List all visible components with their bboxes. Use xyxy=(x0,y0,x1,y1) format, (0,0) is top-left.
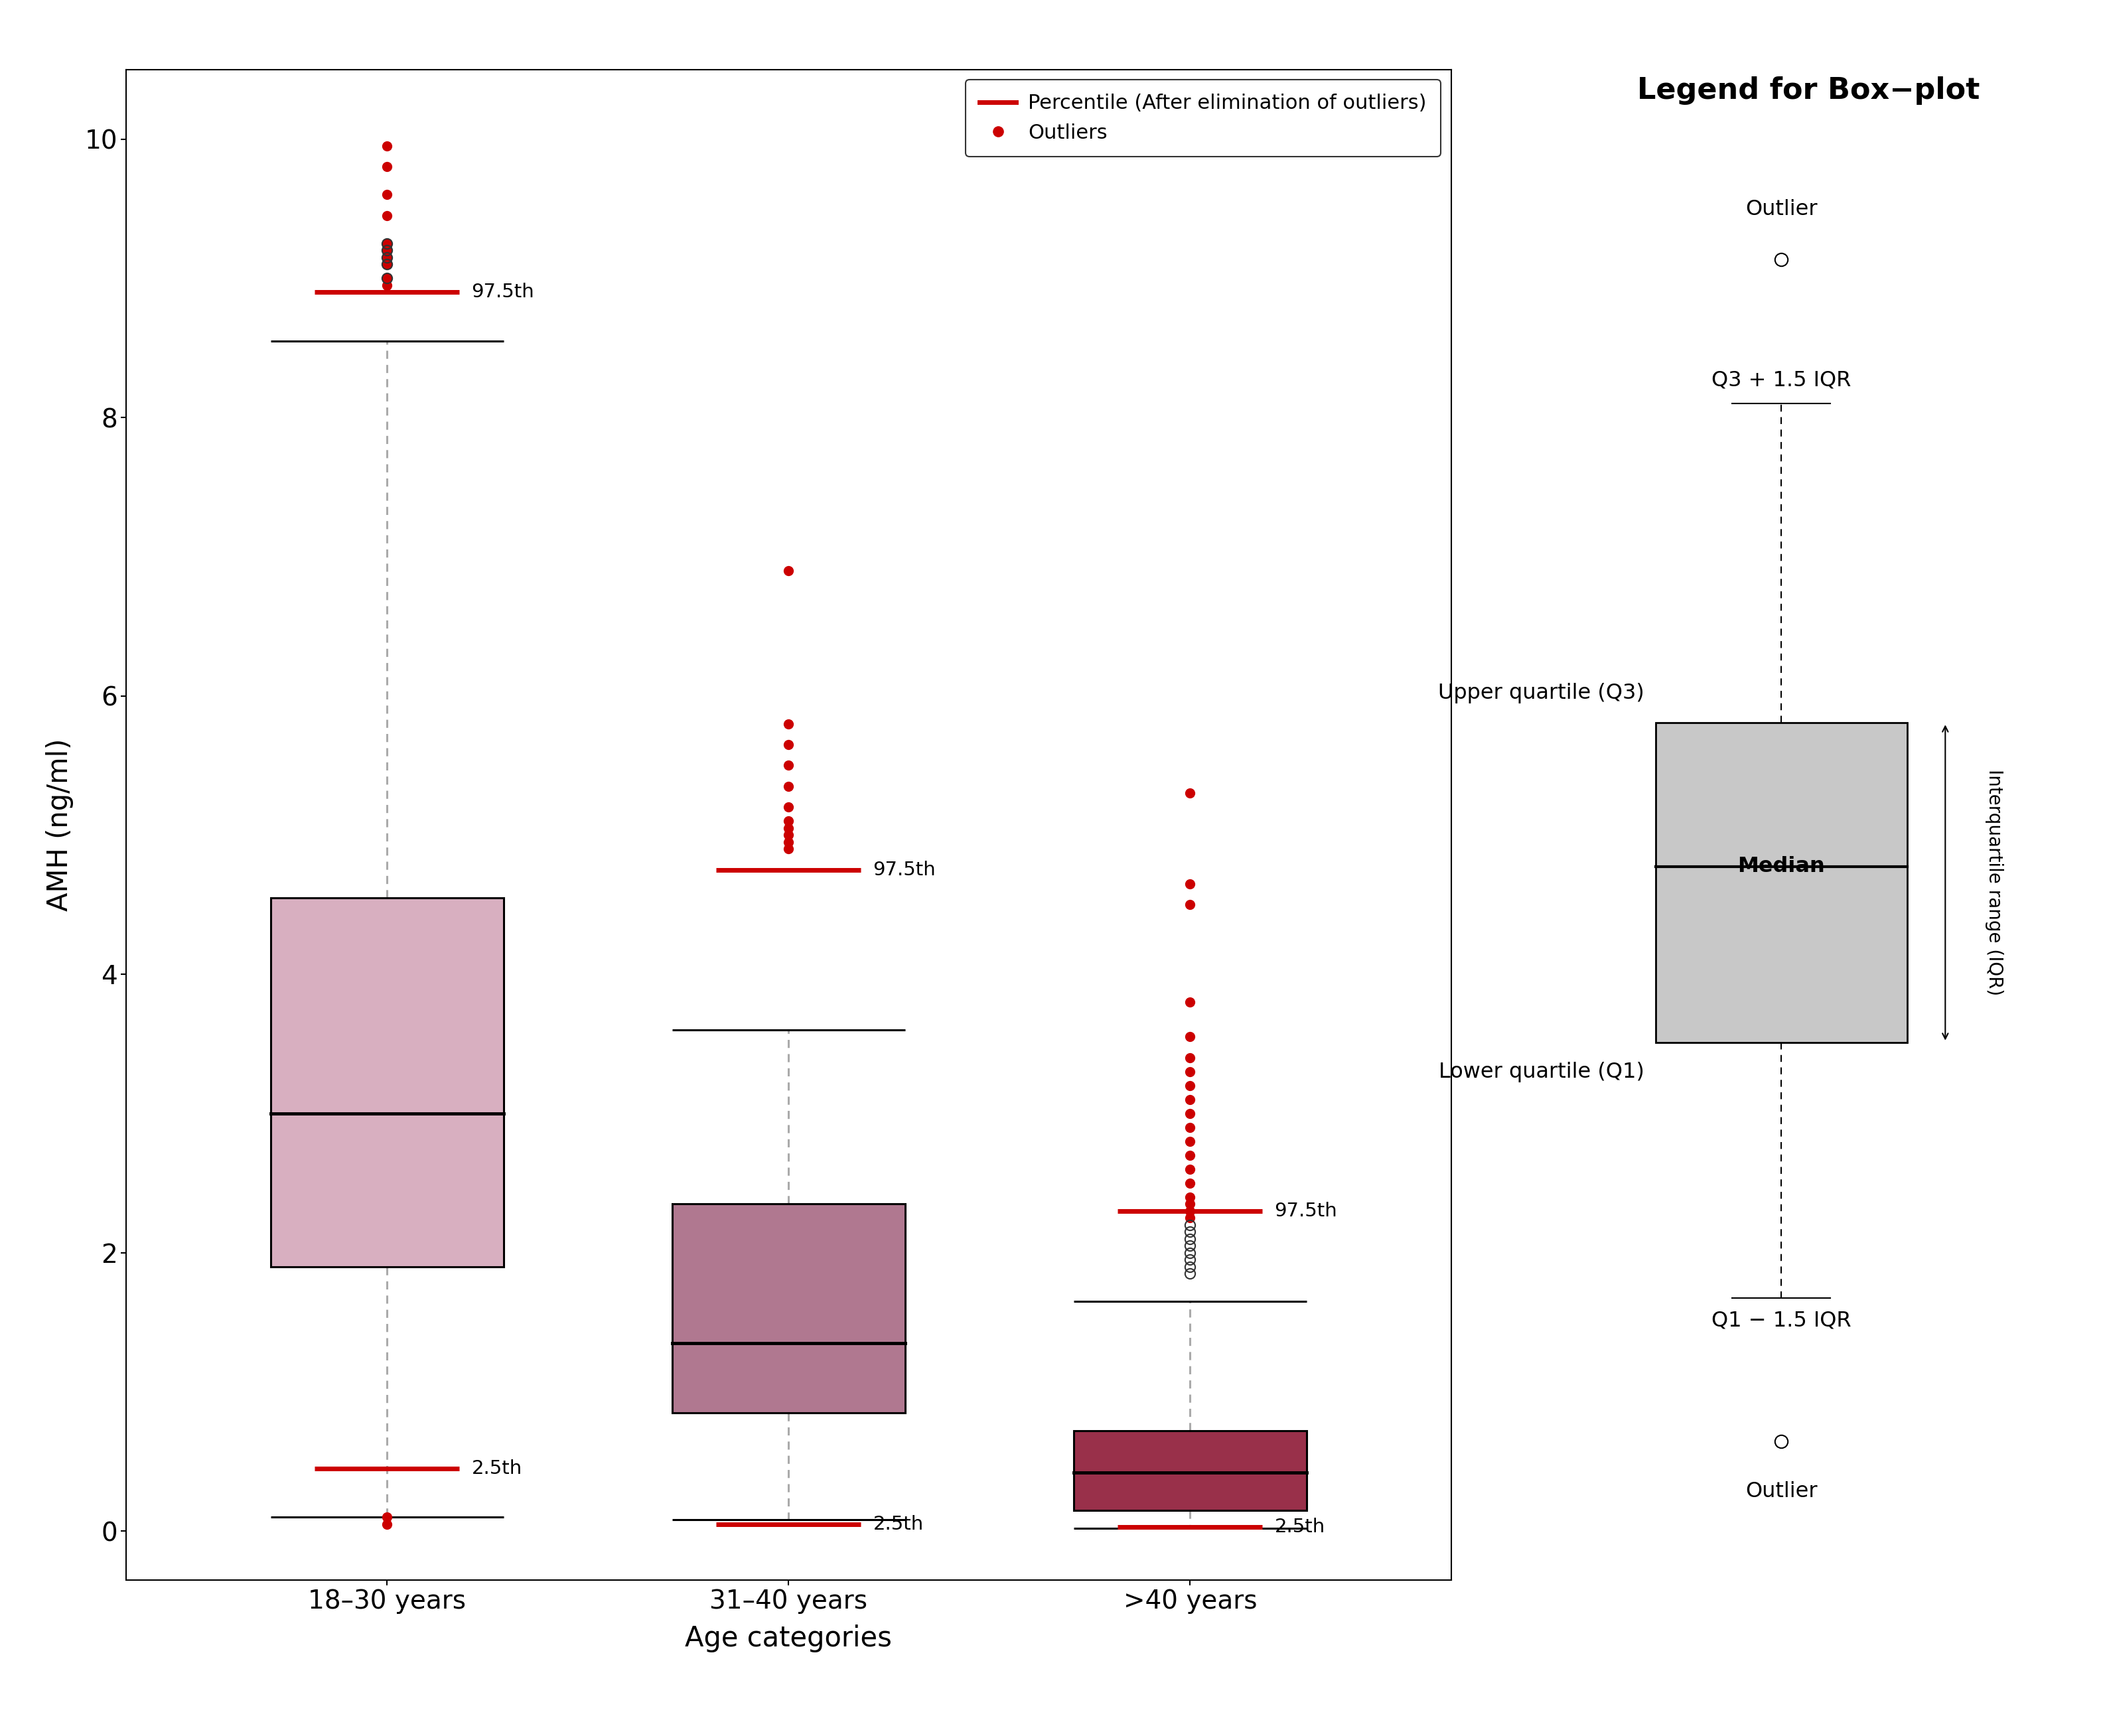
Text: Interquartile range (IQR): Interquartile range (IQR) xyxy=(1985,769,2004,996)
Text: 97.5th: 97.5th xyxy=(471,283,534,302)
X-axis label: Age categories: Age categories xyxy=(686,1625,892,1653)
Legend: Percentile (After elimination of outliers), Outliers: Percentile (After elimination of outlier… xyxy=(965,80,1441,156)
Text: 2.5th: 2.5th xyxy=(471,1460,522,1477)
Text: Q3 + 1.5 IQR: Q3 + 1.5 IQR xyxy=(1712,370,1851,391)
Text: 97.5th: 97.5th xyxy=(1274,1201,1338,1220)
Text: Q1 − 1.5 IQR: Q1 − 1.5 IQR xyxy=(1712,1311,1851,1332)
Bar xyxy=(1655,722,1907,1042)
Y-axis label: AMH (ng/ml): AMH (ng/ml) xyxy=(46,738,74,911)
Bar xyxy=(271,898,503,1267)
Text: Outlier: Outlier xyxy=(1745,1481,1817,1502)
Text: 2.5th: 2.5th xyxy=(873,1516,923,1533)
Text: Lower quartile (Q1): Lower quartile (Q1) xyxy=(1438,1061,1645,1082)
Text: Legend for Box−plot: Legend for Box−plot xyxy=(1638,76,1979,104)
Text: 97.5th: 97.5th xyxy=(873,861,936,878)
Bar xyxy=(673,1205,904,1413)
Text: 2.5th: 2.5th xyxy=(1274,1517,1325,1536)
Text: Median: Median xyxy=(1737,856,1825,877)
Text: Upper quartile (Q3): Upper quartile (Q3) xyxy=(1438,684,1645,703)
Text: Outlier: Outlier xyxy=(1745,200,1817,220)
Bar xyxy=(1075,1430,1306,1510)
